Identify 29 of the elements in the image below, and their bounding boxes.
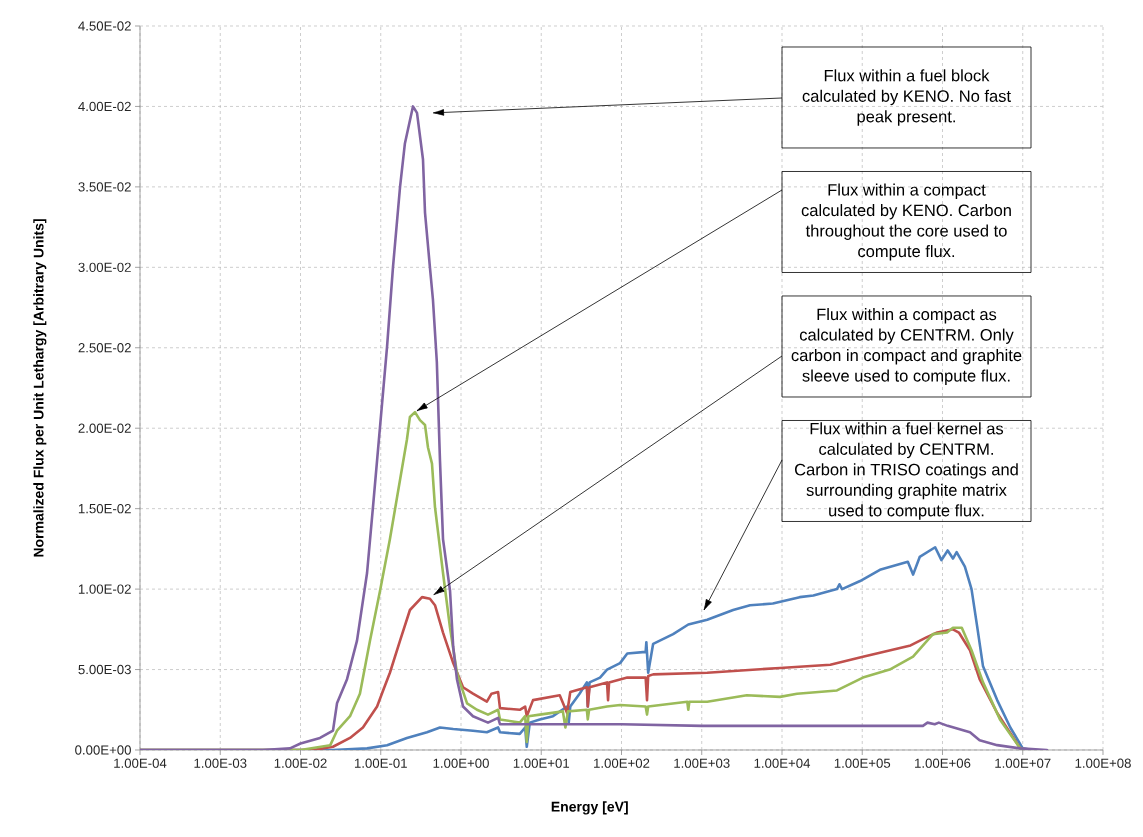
annotation: Flux within a fuel block calculated by KENO. No fast peak present.	[802, 69, 1011, 126]
x-tick-label: 1.00E+05	[834, 758, 891, 768]
x-tick-label: 1.00E+07	[995, 758, 1051, 768]
y-tick-label: 3.50E-02	[78, 182, 131, 192]
x-tick-label: 1.00E-03	[194, 758, 247, 768]
y-tick-label: 2.00E-02	[78, 423, 131, 433]
x-tick-label: 1.00E+03	[674, 758, 730, 768]
y-tick-label: 2.50E-02	[78, 343, 131, 353]
x-tick-label: 1.00E-02	[274, 758, 327, 768]
y-tick-label: 3.00E-02	[78, 262, 131, 272]
y-tick-label: 4.50E-02	[78, 21, 131, 31]
x-tick-label: 1.00E+00	[433, 758, 489, 768]
annotation: Flux within a compact as calculated by CENTRM. Only carbon in compact and graphite sleeve used to compute flux.	[791, 308, 1022, 385]
y-tick-label: 0.00E+00	[75, 745, 131, 755]
y-tick-label: 1.00E-02	[78, 584, 131, 594]
x-tick-label: 1.00E-01	[354, 758, 407, 768]
annotation: Flux within a fuel kernel as calculated by CENTRM. Carbon in TRISO coatings and surrounding graphite matrix used to compute flux.	[794, 422, 1018, 520]
y-tick-label: 1.50E-02	[78, 503, 131, 514]
annotation: Flux within a compact calculated by KENO. Carbon throughout the core used to compute flux.	[801, 183, 1011, 261]
x-tick-label: 1.00E+08	[1075, 758, 1131, 768]
y-tick-label: 4.00E-02	[78, 101, 131, 112]
x-tick-label: 1.00E-04	[114, 758, 167, 768]
y-tick-label: 5.00E-03	[78, 664, 131, 675]
y-axis-title: Normalized Flux per Unit Lethargy [Arbitrary Units]	[33, 219, 47, 557]
x-axis-title: Energy [eV]	[551, 801, 628, 815]
x-tick-label: 1.00E+06	[915, 758, 971, 768]
x-tick-label: 1.00E+02	[594, 758, 650, 768]
x-tick-label: 1.00E+01	[513, 758, 570, 768]
x-tick-label: 1.00E+04	[754, 758, 811, 768]
